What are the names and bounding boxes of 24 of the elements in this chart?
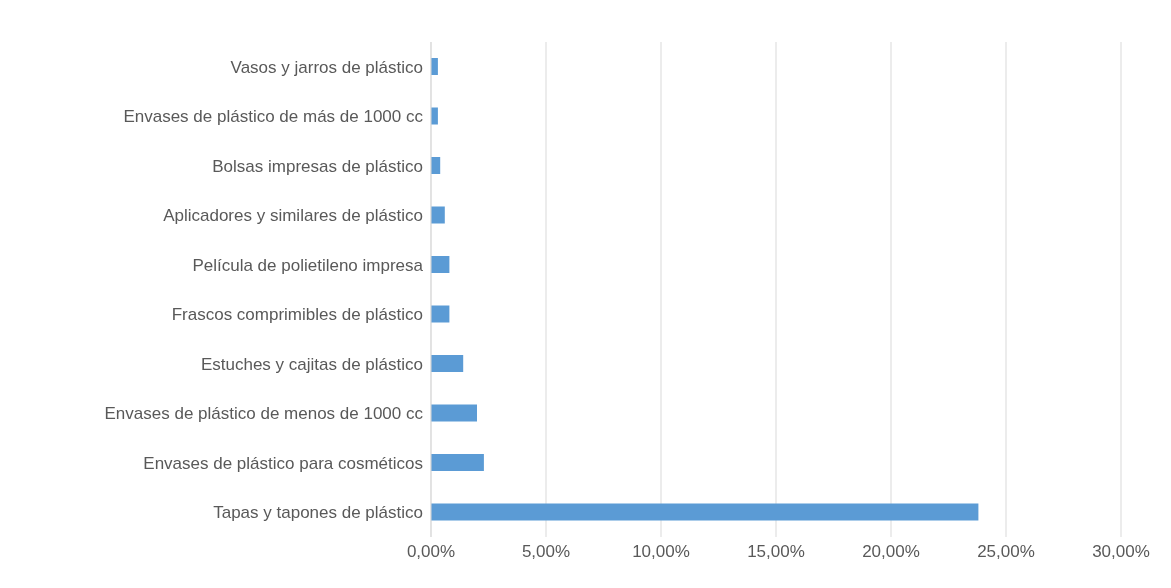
y-tick-label: Tapas y tapones de plástico — [213, 503, 423, 523]
y-tick-label: Película de polietileno impresa — [192, 255, 424, 275]
bar — [431, 355, 464, 372]
y-tick-label: Envases de plástico para cosméticos — [143, 453, 423, 473]
y-tick-label: Vasos y jarros de plástico — [230, 57, 423, 77]
bar — [431, 503, 979, 521]
y-tick-label: Bolsas impresas de plástico — [212, 156, 423, 176]
x-tick-label: 20,00% — [862, 542, 920, 562]
bar — [431, 305, 450, 323]
x-tick-label: 0,00% — [406, 542, 456, 562]
y-tick-label: Frascos comprimibles de plástico — [171, 305, 423, 325]
x-tick-label: 30,00% — [1092, 542, 1150, 562]
y-tick-label: Aplicadores y similares de plástico — [163, 206, 423, 226]
x-tick-label: 15,00% — [747, 542, 805, 562]
bar — [431, 206, 445, 224]
bar — [431, 256, 450, 273]
bar — [431, 454, 484, 471]
x-tick-label: 25,00% — [977, 542, 1035, 562]
bar — [431, 404, 477, 422]
y-tick-label: Estuches y cajitas de plástico — [200, 354, 423, 374]
x-tick-label: 10,00% — [632, 542, 690, 562]
x-tick-label: 5,00% — [521, 542, 571, 562]
y-tick-label: Envases de plástico de más de 1000 cc — [123, 107, 424, 127]
y-tick-label: Envases de plástico de menos de 1000 cc — [104, 404, 424, 424]
